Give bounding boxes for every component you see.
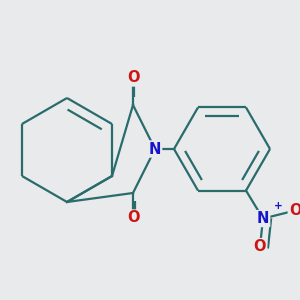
Text: O: O xyxy=(127,70,139,86)
Text: +: + xyxy=(274,201,283,211)
Text: O: O xyxy=(254,239,266,254)
Text: N: N xyxy=(257,211,269,226)
Text: O: O xyxy=(289,203,300,218)
Text: O: O xyxy=(127,211,139,226)
Text: N: N xyxy=(149,142,161,157)
